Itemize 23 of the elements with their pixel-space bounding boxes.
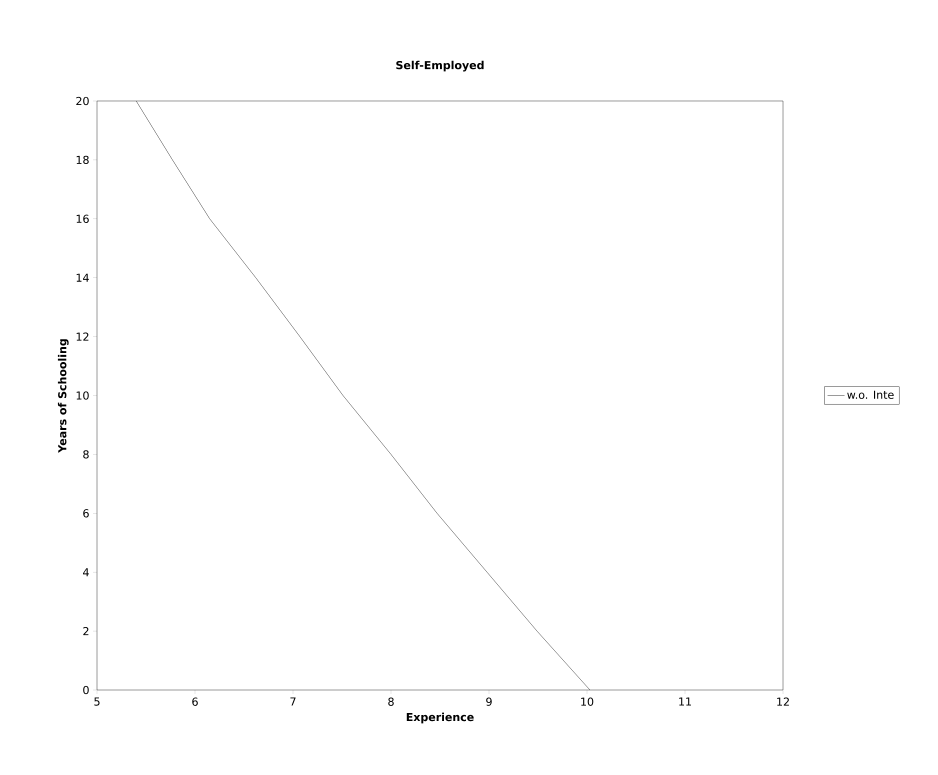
y-tick-label: 14 [76, 274, 89, 282]
y-tick-label: 4 [83, 568, 89, 576]
y-tick-label: 16 [76, 214, 89, 223]
x-tick-label: 11 [679, 698, 691, 706]
y-axis-title: Years of Schooling [58, 339, 69, 453]
chart-title: Self-Employed [396, 60, 484, 72]
x-tick-label: 12 [777, 698, 789, 706]
x-tick-label: 8 [388, 698, 394, 706]
y-tick-label: 8 [83, 450, 89, 459]
x-tick-label: 6 [192, 698, 198, 706]
x-axis-title: Experience [406, 712, 474, 724]
y-tick-label: 10 [76, 391, 89, 400]
x-tick-label: 9 [486, 698, 492, 706]
y-tick-label: 12 [76, 332, 88, 341]
y-tick-label: 2 [83, 627, 88, 636]
y-tick-label: 18 [76, 156, 89, 164]
y-tick-label: 6 [83, 509, 89, 518]
y-tick-label: 20 [76, 96, 89, 106]
x-tick-label: 10 [581, 698, 594, 706]
x-tick-label: 5 [94, 698, 100, 706]
x-tick-label: 7 [290, 698, 296, 706]
legend-label: w.o. Inte [847, 390, 894, 399]
y-tick-label: 0 [83, 686, 89, 694]
